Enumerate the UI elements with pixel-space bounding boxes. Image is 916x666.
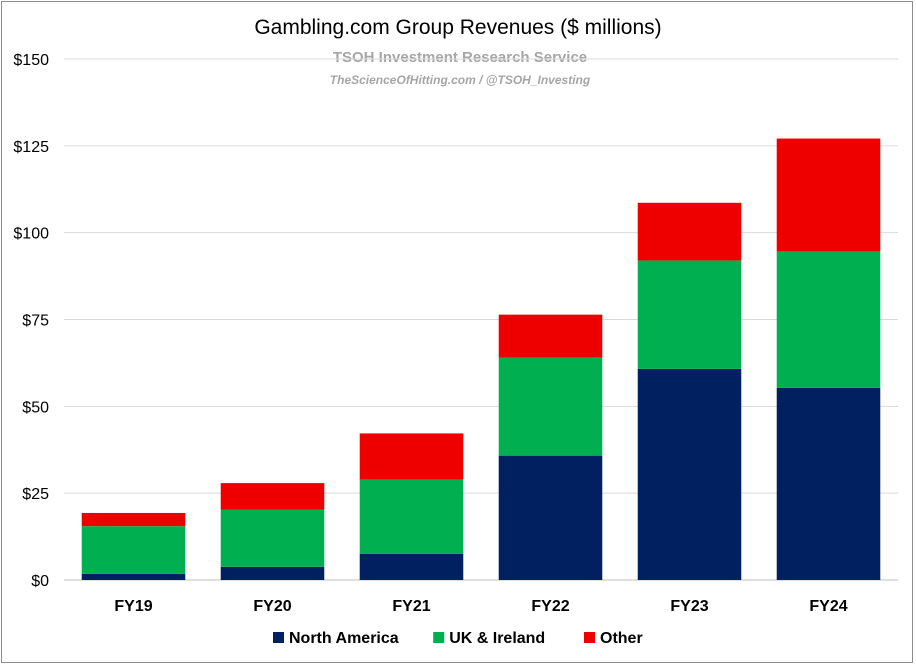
bar-segment	[498, 314, 603, 358]
x-tick-label: FY24	[809, 598, 847, 615]
bar-segment	[359, 479, 464, 554]
bar-segment	[81, 512, 186, 527]
bar-segment	[637, 260, 742, 369]
legend-swatch	[584, 632, 595, 643]
bar-segment	[637, 202, 742, 261]
bar-segment	[776, 138, 881, 252]
legend-swatch	[433, 632, 445, 643]
legend: North America UK & Ireland Other	[273, 630, 643, 647]
bar-segment	[776, 387, 881, 580]
x-tick-label: FY19	[114, 598, 152, 615]
legend-label: Other	[600, 630, 643, 647]
bars-group	[81, 138, 881, 580]
y-tick-label: $75	[22, 313, 49, 330]
legend-label: North America	[289, 630, 399, 647]
y-axis: $0 $25 $50 $75 $100 $125 $150	[13, 52, 49, 590]
x-tick-label: FY20	[253, 598, 291, 615]
bar-segment	[220, 483, 325, 510]
x-tick-label: FY21	[392, 598, 430, 615]
y-tick-label: $100	[13, 226, 49, 243]
x-axis: FY19 FY20 FY21 FY22 FY23 FY24	[114, 598, 847, 615]
bar-segment	[81, 526, 186, 574]
x-tick-label: FY23	[670, 598, 708, 615]
bar-segment	[220, 509, 325, 567]
bar-segment	[359, 553, 464, 580]
gridlines	[64, 58, 898, 581]
bar-segment	[359, 433, 464, 480]
watermark-line-1: TSOH Investment Research Service	[333, 49, 587, 66]
legend-swatch	[273, 632, 284, 643]
bar-segment	[220, 566, 325, 580]
x-tick-label: FY22	[531, 598, 569, 615]
y-tick-label: $0	[31, 573, 49, 590]
y-tick-label: $150	[13, 52, 49, 69]
y-tick-label: $125	[13, 139, 49, 156]
y-tick-label: $25	[22, 486, 49, 503]
bar-segment	[637, 368, 742, 580]
y-tick-label: $50	[22, 399, 49, 416]
bar-segment	[81, 573, 186, 580]
chart-title: Gambling.com Group Revenues ($ millions)	[254, 16, 661, 39]
legend-label: UK & Ireland	[449, 630, 545, 647]
watermark-line-2: TheScienceOfHitting.com / @TSOH_Investin…	[330, 73, 591, 87]
bar-segment	[498, 455, 603, 580]
bar-segment	[776, 251, 881, 388]
bar-segment	[498, 357, 603, 456]
